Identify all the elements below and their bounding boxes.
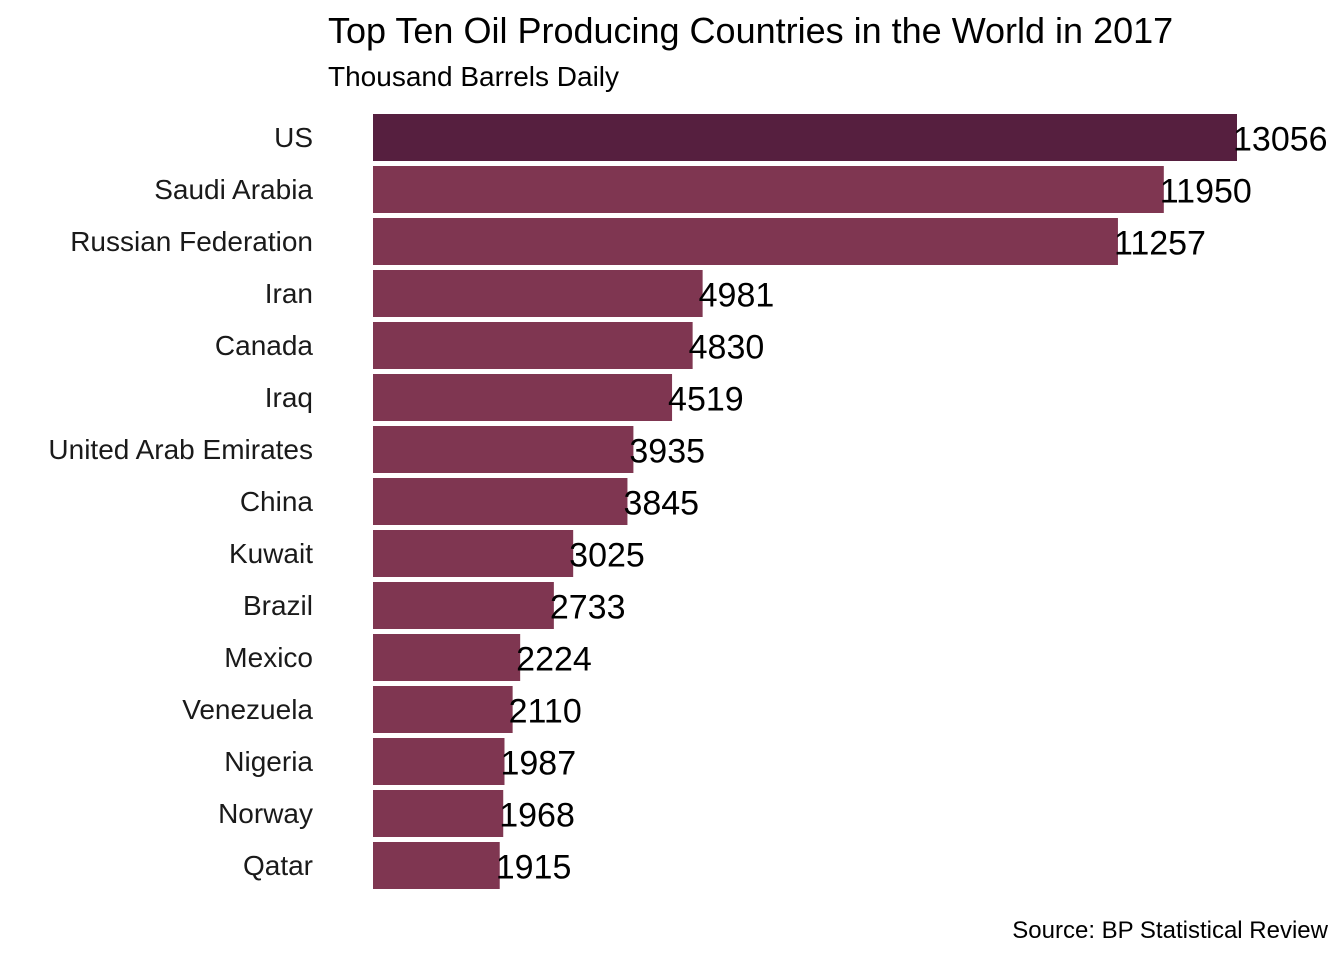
bar-qatar bbox=[373, 842, 500, 889]
chart-caption: Source: BP Statistical Review bbox=[1012, 917, 1328, 944]
category-label-kuwait: Kuwait bbox=[229, 538, 313, 569]
category-label-brazil: Brazil bbox=[243, 590, 313, 621]
category-label-russian-federation: Russian Federation bbox=[70, 226, 313, 257]
category-label-iraq: Iraq bbox=[265, 382, 313, 413]
value-label-qatar: 1915 bbox=[496, 849, 572, 887]
value-label-russian-federation: 11257 bbox=[1114, 225, 1206, 263]
category-label-mexico: Mexico bbox=[224, 642, 313, 673]
bar-russian-federation bbox=[373, 218, 1118, 265]
value-label-iraq: 4519 bbox=[668, 381, 744, 419]
value-label-venezuela: 2110 bbox=[509, 693, 582, 731]
category-labels: US Saudi Arabia Russian Federation Iran Cana… bbox=[48, 122, 313, 881]
category-label-venezuela: Venezuela bbox=[182, 694, 313, 725]
bar-china bbox=[373, 478, 628, 525]
value-label-us: 13056 bbox=[1233, 121, 1328, 159]
value-label-mexico: 2224 bbox=[516, 641, 592, 679]
bar-group bbox=[373, 114, 1237, 889]
value-label-saudi-arabia: 11950 bbox=[1160, 173, 1252, 211]
bar-iran bbox=[373, 270, 703, 317]
category-label-canada: Canada bbox=[215, 330, 314, 361]
value-label-iran: 4981 bbox=[699, 277, 775, 315]
category-label-united-arab-emirates: United Arab Emirates bbox=[48, 434, 313, 465]
bar-nigeria bbox=[373, 738, 505, 785]
value-label-china: 3845 bbox=[623, 485, 699, 523]
bar-mexico bbox=[373, 634, 521, 681]
bar-norway bbox=[373, 790, 504, 837]
value-label-canada: 4830 bbox=[689, 329, 765, 367]
bar-brazil bbox=[373, 582, 554, 629]
category-label-qatar: Qatar bbox=[243, 850, 313, 881]
value-label-united-arab-emirates: 3935 bbox=[629, 433, 705, 471]
value-label-norway: 1968 bbox=[499, 797, 575, 835]
category-label-nigeria: Nigeria bbox=[224, 746, 313, 777]
category-label-us: US bbox=[274, 122, 313, 153]
category-label-iran: Iran bbox=[265, 278, 313, 309]
category-label-norway: Norway bbox=[218, 798, 313, 829]
bar-kuwait bbox=[373, 530, 574, 577]
bar-us bbox=[373, 114, 1237, 161]
value-label-nigeria: 1987 bbox=[500, 745, 576, 783]
bar-iraq bbox=[373, 374, 673, 421]
category-label-china: China bbox=[240, 486, 314, 517]
bar-saudi-arabia bbox=[373, 166, 1164, 213]
value-label-kuwait: 3025 bbox=[569, 537, 645, 575]
value-labels: 13056 11950 11257 4981 4830 4519 3935 3845 3025 2… bbox=[496, 121, 1328, 887]
value-label-brazil: 2733 bbox=[550, 589, 626, 627]
chart-title: Top Ten Oil Producing Countries in the W… bbox=[328, 10, 1174, 51]
bar-venezuela bbox=[373, 686, 513, 733]
chart-subtitle: Thousand Barrels Daily bbox=[328, 61, 620, 92]
bar-united-arab-emirates bbox=[373, 426, 634, 473]
category-label-saudi-arabia: Saudi Arabia bbox=[154, 174, 313, 205]
bar-canada bbox=[373, 322, 693, 369]
